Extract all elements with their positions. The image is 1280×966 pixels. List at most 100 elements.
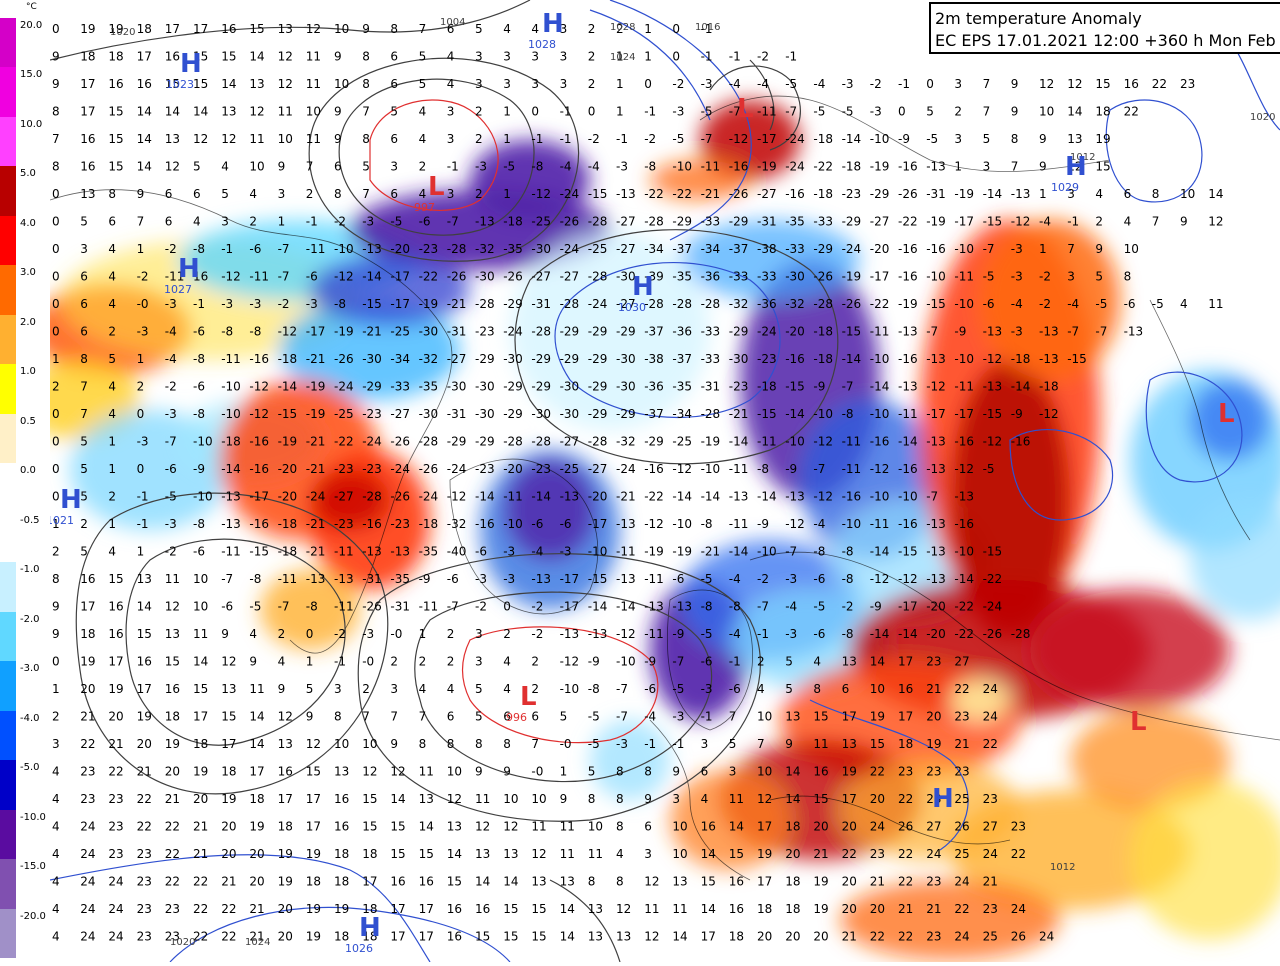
grid-value: 18 [334,930,349,944]
grid-value: 0 [137,407,145,421]
grid-value: 1 [1039,187,1047,201]
grid-value: 5 [926,105,934,119]
grid-value: -6 [701,655,713,669]
grid-value: 3 [278,187,286,201]
grid-value: 16 [80,132,95,146]
grid-value: -29 [475,435,495,449]
pressure-center-value: 1021 [50,514,74,527]
grid-value: 23 [137,930,152,944]
grid-value: 3 [560,22,568,36]
grid-value: 10 [588,820,603,834]
grid-value: -2 [278,297,290,311]
grid-value: 8 [334,187,342,201]
grid-value: 4 [52,820,60,834]
grid-value: -14 [362,270,382,284]
grid-value: 16 [419,875,434,889]
grid-value: 24 [80,820,95,834]
grid-value: -30 [531,242,551,256]
grid-value: 14 [701,902,716,916]
grid-value: 23 [137,902,152,916]
grid-value: 7 [729,710,737,724]
legend-tick-label: -10.0 [20,811,46,823]
grid-value: 20 [193,792,208,806]
legend-swatch [0,18,16,68]
grid-value: -16 [898,517,918,531]
grid-value: -31 [701,380,721,394]
grid-value: -8 [729,600,741,614]
grid-value: 10 [278,132,293,146]
grid-value: -14 [701,490,721,504]
grid-value: -30 [475,407,495,421]
grid-value: -3 [362,215,374,229]
grid-value: -10 [503,517,523,531]
grid-value: -8 [306,600,318,614]
grid-value: 8 [616,875,624,889]
grid-value: 20 [813,930,828,944]
grid-value: 21 [813,847,828,861]
grid-value: -16 [898,270,918,284]
grid-value: -12 [249,380,269,394]
grid-value: 1 [137,545,145,559]
grid-value: -13 [898,325,918,339]
grid-value: -35 [390,572,410,586]
grid-value: -13 [306,572,326,586]
grid-value: 22 [108,765,123,779]
grid-value: -22 [813,160,833,174]
grid-value: 4 [249,187,257,201]
grid-value: 8 [108,187,116,201]
high-pressure-center: H [932,784,954,814]
grid-value: -28 [672,297,692,311]
grid-value: -12 [983,435,1003,449]
grid-value: 19 [813,902,828,916]
grid-value: 20 [842,875,857,889]
grid-value: 8 [362,77,370,91]
grid-value: -1 [644,105,656,119]
grid-value: -3 [672,105,684,119]
grid-value: 19 [108,682,123,696]
grid-value: 15 [1095,160,1110,174]
grid-value: -1 [193,297,205,311]
grid-value: -10 [672,160,692,174]
grid-value: -4 [1011,297,1023,311]
grid-value: 17 [193,710,208,724]
grid-value: -11 [165,270,185,284]
grid-value: 4 [1180,297,1188,311]
grid-value: -9 [813,380,825,394]
grid-value: 12 [165,160,180,174]
grid-value: -17 [926,407,946,421]
high-pressure-center: H [180,49,202,79]
grid-value: 12 [362,765,377,779]
grid-value: -0 [560,737,572,751]
grid-value: -27 [560,435,580,449]
grid-value: -9 [898,132,910,146]
grid-value: 16 [475,902,490,916]
grid-value: -12 [954,462,974,476]
grid-value: 22 [221,902,236,916]
grid-value: 19 [278,875,293,889]
grid-value: -14 [616,600,636,614]
grid-value: 13 [475,847,490,861]
grid-value: 15 [221,50,236,64]
legend-swatch [0,809,16,860]
grid-value: -32 [475,242,495,256]
grid-value: -30 [616,380,636,394]
isobar-label: 1024 [245,937,270,948]
grid-value: -20 [870,242,890,256]
grid-value: 12 [447,792,462,806]
grid-value: -2 [531,627,543,641]
grid-value: -3 [503,572,515,586]
grid-value: 13 [785,710,800,724]
grid-value: 14 [165,105,180,119]
grid-value: 5 [80,435,88,449]
grid-value: 15 [193,682,208,696]
grid-value: 19 [221,792,236,806]
grid-value: 19 [137,710,152,724]
grid-value: 18 [785,875,800,889]
grid-value: 13 [278,737,293,751]
grid-value: -14 [898,627,918,641]
grid-value: 24 [870,820,885,834]
grid-value: 16 [447,930,462,944]
grid-value: 2 [475,187,483,201]
grid-value: 4 [616,847,624,861]
grid-value: 20 [278,930,293,944]
